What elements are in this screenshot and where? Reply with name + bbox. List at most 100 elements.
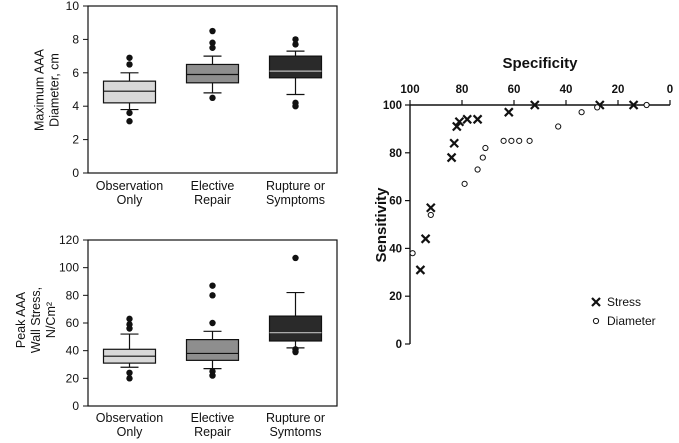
stress-point	[472, 114, 483, 125]
y-tick-label: 60	[66, 316, 80, 330]
outlier-point	[209, 368, 216, 375]
outlier-point	[209, 292, 216, 299]
stress-point	[628, 100, 639, 110]
y-tick-label: 80	[389, 148, 402, 160]
y-axis-label: Wall Stress,	[29, 287, 43, 353]
y-axis-label: Maximum AAA	[33, 48, 47, 131]
y-axis-label: N/Cm²	[44, 302, 58, 338]
cross-stroke	[426, 202, 436, 213]
cross-stroke	[530, 100, 540, 110]
box	[268, 315, 323, 342]
outlier-point	[126, 54, 133, 61]
box	[185, 339, 240, 361]
cross-stroke	[454, 116, 465, 127]
outlier-point	[209, 319, 216, 327]
stress-point	[415, 265, 426, 275]
stress-point	[420, 234, 431, 244]
x-tick-label: 20	[612, 84, 625, 96]
stress-point	[530, 100, 540, 110]
category-label: Observation	[96, 179, 163, 193]
outlier-point	[126, 109, 133, 117]
diameter-point	[594, 104, 601, 111]
category-label: Only	[117, 425, 143, 439]
outlier-point	[126, 325, 133, 332]
category-label: Symtoms	[269, 425, 321, 439]
diameter-point	[474, 166, 481, 173]
outlier-point	[209, 27, 216, 35]
outlier-point	[209, 39, 216, 46]
stress-point	[446, 152, 457, 163]
outlier-point	[126, 61, 133, 68]
diameter-point	[500, 137, 507, 144]
cross-stroke	[449, 138, 459, 149]
cross-stroke	[591, 297, 601, 307]
x-tick-label: 0	[667, 84, 673, 96]
stress-point	[462, 114, 472, 125]
category-label: Rupture or	[266, 179, 325, 193]
stress-point	[454, 116, 465, 127]
stress-point	[449, 138, 459, 149]
diameter-point	[643, 101, 650, 109]
y-tick-label: 6	[72, 66, 79, 80]
cross-stroke	[628, 100, 639, 110]
y-tick-label: 10	[66, 0, 80, 13]
y-tick-label: 40	[66, 344, 80, 358]
y-tick-label: 20	[389, 291, 402, 303]
y-tick-label: 120	[59, 233, 79, 247]
cross-stroke	[420, 234, 431, 244]
diameter-point	[516, 137, 523, 144]
diameter-point	[555, 123, 562, 130]
legend-stress-label: Stress	[607, 295, 641, 309]
box	[268, 55, 323, 79]
x-tick-label: 80	[456, 84, 469, 96]
x-tick-label: 60	[508, 84, 521, 96]
outlier-point	[292, 41, 299, 48]
box	[185, 63, 240, 84]
stress-point	[504, 107, 514, 117]
diameter-point	[526, 137, 533, 144]
box	[102, 80, 157, 104]
diameter-point	[409, 250, 416, 257]
y-tick-label: 2	[72, 133, 79, 147]
x-axis-title: Specificity	[502, 55, 578, 72]
outlier-point	[209, 94, 216, 102]
y-tick-label: 100	[59, 261, 79, 275]
outlier-point	[292, 254, 299, 262]
category-label: Repair	[194, 193, 231, 207]
y-tick-label: 0	[72, 166, 79, 180]
outlier-point	[292, 348, 299, 356]
y-tick-label: 100	[383, 100, 402, 112]
legend-diameter-label: Diameter	[607, 314, 656, 328]
x-tick-label: 100	[400, 84, 419, 96]
y-axis-label: Diameter, cm	[48, 53, 62, 127]
category-label: Repair	[194, 425, 231, 439]
y-tick-label: 60	[389, 196, 402, 208]
wall-stress-boxplot: 0 20 40 60 80 100 120 Peak AAA Wall Stress, N/Cm²…	[14, 233, 338, 439]
cross-stroke	[415, 265, 426, 275]
outlier-point	[126, 375, 133, 382]
y-tick-label: 0	[72, 399, 79, 413]
category-label: Symptoms	[266, 193, 325, 207]
stress-point	[452, 121, 462, 132]
cross-stroke	[504, 107, 514, 117]
y-tick-label: 4	[72, 99, 79, 113]
cross-stroke	[446, 152, 457, 163]
outlier-point	[292, 103, 299, 110]
cross-stroke	[462, 114, 472, 125]
roc-scatter-plot: 100 80 60 40 20 0 0 20 40 60 80 100 Specificity Sensi…	[373, 55, 673, 351]
stress-point	[426, 202, 436, 213]
outlier-point	[209, 282, 216, 289]
y-tick-label: 80	[66, 288, 80, 302]
category-label: Elective	[191, 179, 235, 193]
cross-stroke	[472, 114, 483, 125]
category-label: Rupture or	[266, 411, 325, 425]
cross-stroke	[452, 121, 462, 132]
x-tick-label: 40	[560, 84, 573, 96]
diameter-point	[461, 180, 468, 187]
legend-diameter-marker	[592, 317, 600, 325]
outlier-point	[292, 36, 299, 43]
y-tick-label: 40	[389, 243, 402, 255]
y-axis-label: Peak AAA	[14, 291, 28, 348]
diameter-point	[479, 154, 486, 161]
